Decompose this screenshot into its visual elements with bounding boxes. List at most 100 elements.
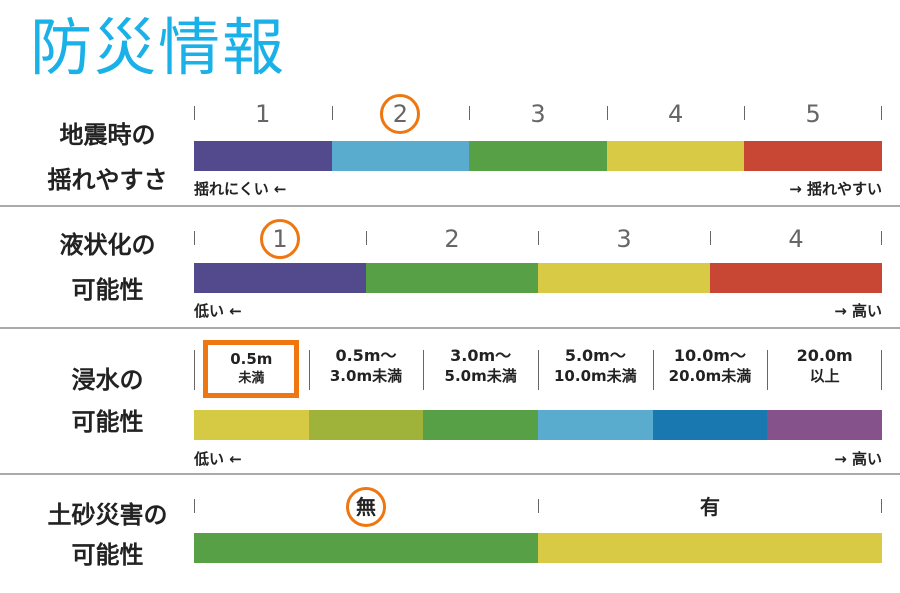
tick-mark bbox=[652, 350, 654, 390]
low-end-label: 揺れにくい ← bbox=[194, 180, 287, 198]
scale-liquefaction: 1 2 3 4 低い ← → 高い bbox=[194, 219, 882, 323]
level-line: 5.0m未満 bbox=[444, 367, 517, 385]
selected-level-box: 0.5m 未満 bbox=[203, 340, 300, 398]
tick-mark bbox=[308, 350, 310, 390]
low-end-label: 低い ← bbox=[194, 302, 242, 320]
color-segment-6 bbox=[767, 410, 883, 440]
section-label-flooding: 可能性 bbox=[71, 408, 144, 436]
color-segment-1 bbox=[194, 410, 309, 440]
color-segment-1 bbox=[194, 141, 332, 171]
tick-mark bbox=[767, 350, 769, 390]
level-line: 3.0m～ bbox=[450, 346, 512, 365]
color-segment-2 bbox=[331, 141, 470, 171]
level-label: 0.5m～ 3.0m未満 bbox=[309, 346, 424, 386]
divider bbox=[0, 473, 900, 475]
color-segment-4 bbox=[606, 141, 745, 171]
scale-flooding: 0.5m 未満 0.5m～ 3.0m未満 3.0m～ 5.0m未満 5.0m～ 10.0m未満… bbox=[194, 340, 883, 470]
tick-mark bbox=[881, 231, 882, 245]
color-segment-3 bbox=[423, 410, 539, 440]
divider bbox=[0, 205, 900, 207]
level-label: 4 bbox=[788, 225, 804, 253]
color-segment-2 bbox=[308, 410, 424, 440]
section-label-landslide: 可能性 bbox=[71, 541, 144, 569]
color-segment-3 bbox=[538, 263, 710, 293]
tick-mark bbox=[538, 231, 539, 245]
scale-ticks: 1 2 3 4 5 bbox=[194, 94, 882, 134]
level-label: 5.0m～ 10.0m未満 bbox=[538, 346, 653, 386]
section-label-earthquake-shaking: 揺れやすさ bbox=[47, 166, 168, 194]
scale-ticks: 1 2 3 4 bbox=[194, 219, 882, 259]
level-line: 0.5m～ bbox=[335, 346, 397, 365]
level-label: 無 bbox=[194, 487, 538, 527]
tick-mark bbox=[469, 106, 471, 120]
section-label-flooding: 浸水の bbox=[71, 366, 144, 394]
color-segment-4 bbox=[710, 263, 882, 293]
level-label: 20.0m 以上 bbox=[767, 346, 882, 386]
page-title: 防災情報 bbox=[30, 11, 287, 84]
selected-level-circle: 1 bbox=[260, 219, 300, 259]
level-line: 20.0m bbox=[796, 346, 853, 365]
divider bbox=[0, 327, 900, 329]
color-segment-5 bbox=[744, 141, 882, 171]
section-label-earthquake-shaking: 地震時の bbox=[59, 121, 156, 149]
level-label: 2 bbox=[444, 225, 460, 253]
level-label: 3 bbox=[530, 100, 546, 128]
tick-mark bbox=[194, 106, 195, 120]
color-segment-2 bbox=[366, 263, 538, 293]
scale-ticks: 0.5m 未満 0.5m～ 3.0m未満 3.0m～ 5.0m未満 5.0m～ 10.0m未満… bbox=[194, 340, 882, 398]
scale-ends: 低い ← → 高い bbox=[194, 300, 882, 321]
scale-ticks: 無有 bbox=[194, 487, 882, 527]
color-segment-1 bbox=[194, 263, 366, 293]
tick-mark bbox=[881, 106, 882, 120]
section-label-liquefaction: 液状化の bbox=[59, 231, 156, 259]
high-end-label: → 揺れやすい bbox=[789, 180, 882, 198]
level-label: 10.0m～ 20.0m未満 bbox=[653, 346, 768, 386]
level-label: 5 bbox=[805, 100, 821, 128]
level-line: 10.0m未満 bbox=[554, 367, 637, 385]
color-bar bbox=[194, 533, 882, 563]
scale-ends: 低い ← → 高い bbox=[194, 448, 882, 469]
tick-mark bbox=[606, 106, 608, 120]
tick-mark bbox=[881, 350, 882, 390]
tick-mark bbox=[194, 499, 195, 513]
section-label-landslide: 土砂災害の bbox=[47, 501, 168, 529]
level-label: 4 bbox=[667, 100, 684, 128]
level-label: 2 bbox=[332, 94, 470, 134]
level-label: 3.0m～ 5.0m未満 bbox=[423, 346, 538, 386]
tick-mark bbox=[331, 106, 333, 120]
level-label: 1 bbox=[194, 219, 366, 259]
scale-earthquake-shaking: 1 2 3 4 5 揺れにくい ← → 揺れやすい bbox=[194, 94, 882, 201]
section-label-liquefaction: 可能性 bbox=[71, 276, 144, 304]
selected-level-circle: 無 bbox=[346, 487, 386, 527]
tick-mark bbox=[423, 350, 425, 390]
tick-mark bbox=[366, 231, 367, 245]
level-label: 0.5m 未満 bbox=[194, 340, 309, 398]
tick-mark bbox=[194, 350, 195, 390]
level-label: 1 bbox=[255, 100, 271, 128]
level-line: 3.0m未満 bbox=[329, 367, 403, 385]
tick-mark bbox=[538, 499, 539, 513]
tick-mark bbox=[194, 231, 195, 245]
color-bar bbox=[194, 263, 882, 293]
level-line: 5.0m～ bbox=[564, 346, 626, 365]
tick-mark bbox=[538, 350, 539, 390]
color-segment-3 bbox=[469, 141, 607, 171]
color-bar bbox=[194, 141, 882, 171]
level-label: 有 bbox=[700, 495, 720, 519]
color-segment-4 bbox=[538, 410, 653, 440]
scale-ends: 揺れにくい ← → 揺れやすい bbox=[194, 178, 882, 199]
level-line: 未満 bbox=[238, 371, 265, 386]
tick-mark bbox=[710, 231, 711, 245]
tick-mark bbox=[881, 499, 882, 513]
level-line: 以上 bbox=[809, 367, 840, 385]
high-end-label: → 高い bbox=[834, 450, 882, 468]
color-segment-1 bbox=[194, 533, 538, 563]
color-segment-2 bbox=[538, 533, 882, 563]
level-label: 3 bbox=[616, 225, 632, 253]
tick-mark bbox=[744, 106, 746, 120]
color-bar bbox=[194, 410, 883, 440]
color-segment-5 bbox=[652, 410, 768, 440]
scale-landslide: 無有 bbox=[194, 487, 882, 593]
level-line: 20.0m未満 bbox=[668, 367, 752, 385]
level-line: 0.5m bbox=[230, 350, 273, 368]
